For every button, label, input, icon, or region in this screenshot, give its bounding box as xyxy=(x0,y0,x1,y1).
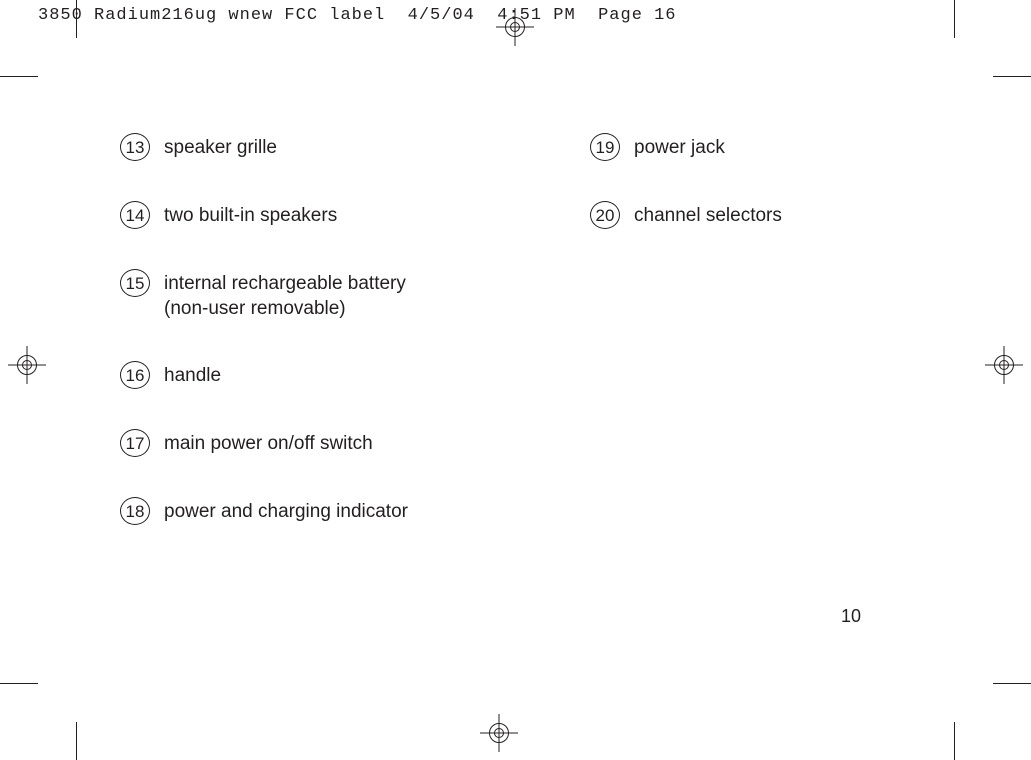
registration-mark xyxy=(991,352,1017,378)
registration-mark xyxy=(14,352,40,378)
list-item: 19 power jack xyxy=(590,135,850,161)
content-area: 13 speaker grille 14 two built-in speake… xyxy=(120,135,941,525)
crop-mark xyxy=(76,722,77,760)
item-number-badge: 14 xyxy=(120,201,150,229)
crop-mark xyxy=(993,683,1031,684)
item-number-badge: 19 xyxy=(590,133,620,161)
list-item: 20 channel selectors xyxy=(590,203,850,229)
crop-mark xyxy=(954,722,955,760)
print-slug: 3850 Radium216ug wnew FCC label 4/5/04 4… xyxy=(38,6,677,25)
list-item: 18 power and charging indicator xyxy=(120,499,470,525)
item-number-badge: 13 xyxy=(120,133,150,161)
right-column: 19 power jack 20 channel selectors xyxy=(590,135,850,525)
item-label: power and charging indicator xyxy=(164,499,408,525)
list-item: 13 speaker grille xyxy=(120,135,470,161)
registration-mark xyxy=(486,720,512,746)
item-label: main power on/off switch xyxy=(164,431,373,457)
list-item: 15 internal rechargeable battery(non-use… xyxy=(120,271,470,321)
item-label: internal rechargeable battery(non-user r… xyxy=(164,271,406,321)
item-label: handle xyxy=(164,363,221,389)
page-number: 10 xyxy=(841,606,861,627)
item-number-badge: 15 xyxy=(120,269,150,297)
item-number-badge: 18 xyxy=(120,497,150,525)
item-number-badge: 17 xyxy=(120,429,150,457)
item-number-badge: 20 xyxy=(590,201,620,229)
list-item: 16 handle xyxy=(120,363,470,389)
item-number-badge: 16 xyxy=(120,361,150,389)
item-label: power jack xyxy=(634,135,725,161)
crop-mark xyxy=(954,0,955,38)
list-item: 14 two built-in speakers xyxy=(120,203,470,229)
item-label: two built-in speakers xyxy=(164,203,337,229)
list-item: 17 main power on/off switch xyxy=(120,431,470,457)
crop-mark xyxy=(0,683,38,684)
registration-mark xyxy=(502,14,528,40)
crop-mark xyxy=(993,76,1031,77)
item-label: speaker grille xyxy=(164,135,277,161)
crop-mark xyxy=(0,76,38,77)
left-column: 13 speaker grille 14 two built-in speake… xyxy=(120,135,470,525)
item-label: channel selectors xyxy=(634,203,782,229)
crop-mark xyxy=(76,0,77,38)
